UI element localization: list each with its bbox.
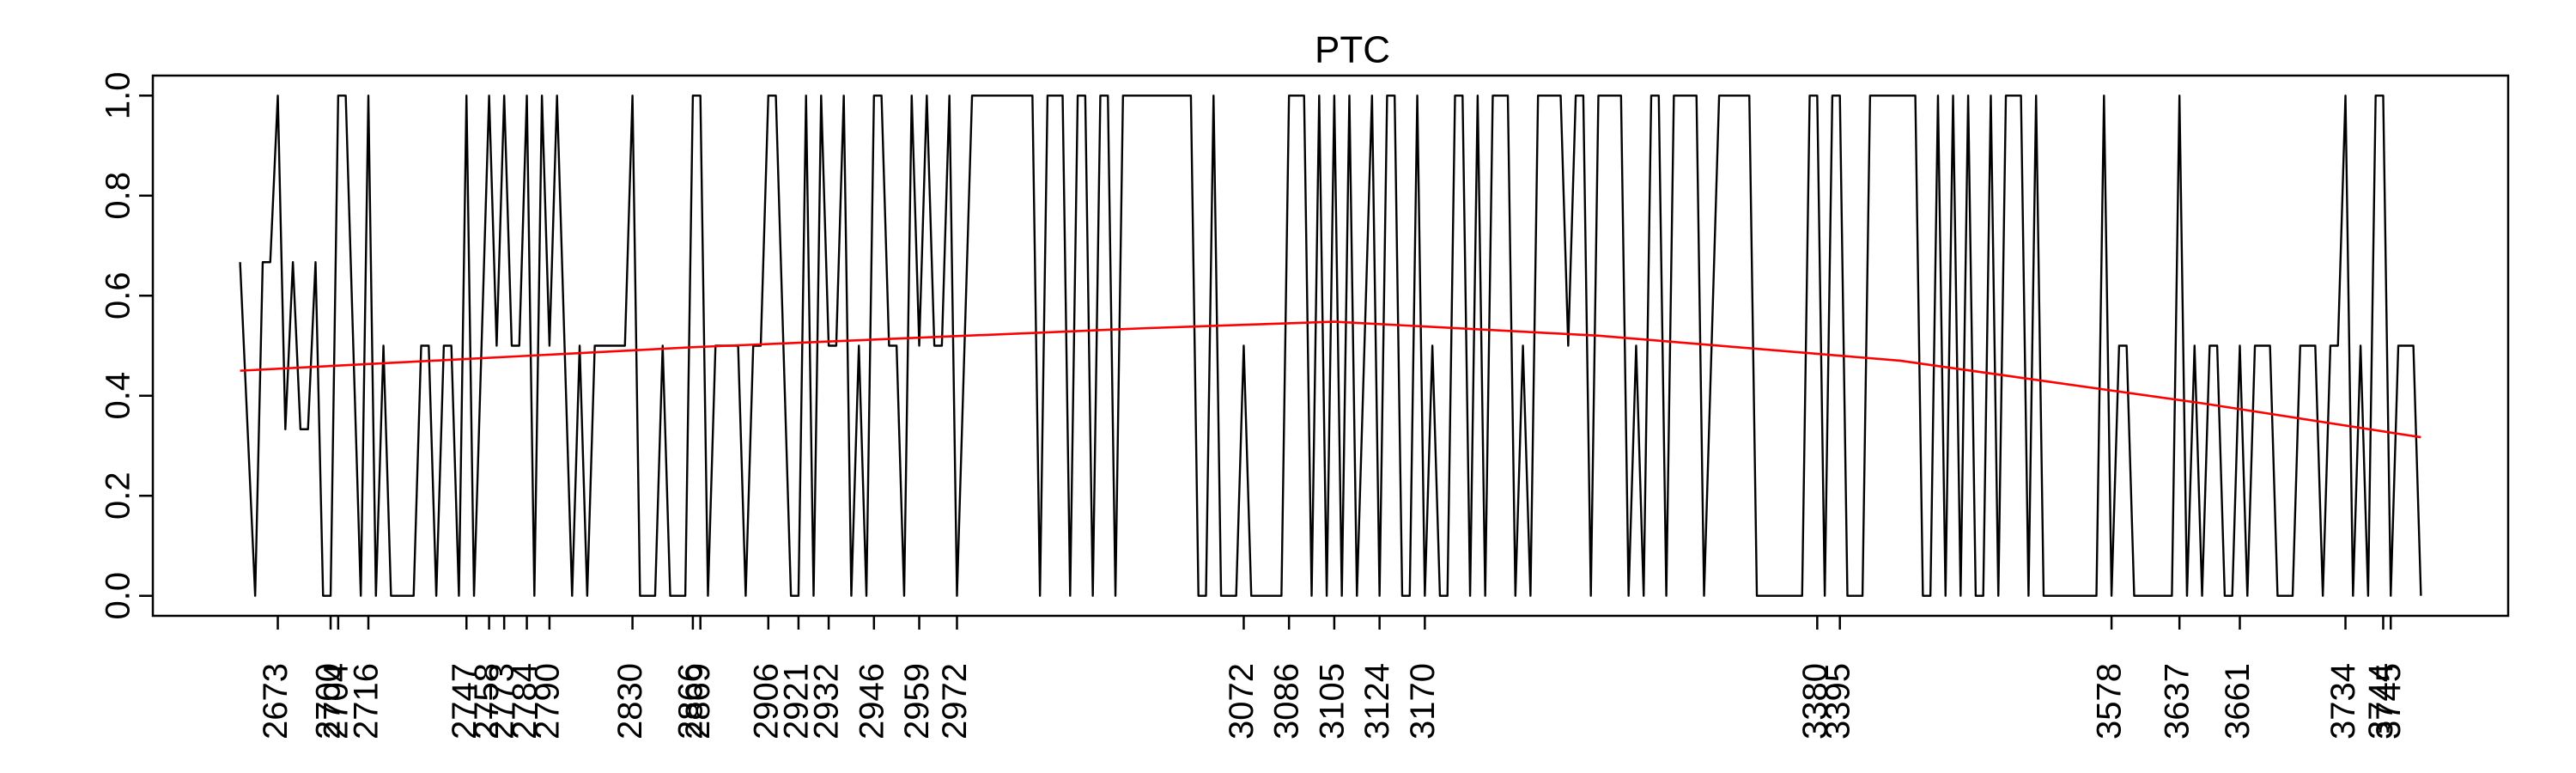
x-tick-label: 2773 [483, 663, 521, 740]
data-line [239, 94, 2422, 597]
x-tick-label: 2830 [611, 663, 649, 740]
x-tick-label: 2932 [808, 663, 846, 740]
x-tick-label: 3578 [2091, 663, 2129, 740]
x-tick-label: 3395 [1819, 663, 1856, 740]
x-tick-label: 3170 [1404, 663, 1442, 740]
trend-line [240, 320, 2421, 439]
x-tick-label: 2959 [898, 663, 936, 740]
y-tick-label: 0.2 [100, 472, 137, 520]
y-tick-label: 0.0 [100, 572, 137, 620]
x-tick-label: 2790 [528, 663, 566, 740]
y-tick-label: 0.4 [100, 372, 137, 420]
x-tick-label: 3380 [1796, 663, 1834, 740]
x-tick-label: 3637 [2159, 663, 2196, 740]
x-tick-label: 2673 [257, 663, 295, 740]
x-tick-label: 3734 [2324, 663, 2362, 740]
x-tick-label: 2906 [747, 663, 785, 740]
y-tick-label: 1.0 [100, 71, 137, 119]
y-tick-label: 0.8 [100, 172, 137, 220]
x-tick-label: 2758 [468, 663, 506, 740]
x-tick-label: 2784 [506, 663, 544, 740]
x-tick-label: 2747 [446, 663, 483, 740]
x-tick-label: 2704 [317, 663, 355, 740]
x-tick-label: 3124 [1358, 663, 1396, 740]
y-tick-label: 0.6 [100, 271, 137, 320]
x-tick-label: 3744 [2362, 663, 2400, 740]
x-tick-label: 3086 [1268, 663, 1306, 740]
x-tick-label: 3745 [2370, 663, 2408, 740]
x-tick-label: 2921 [777, 663, 815, 740]
x-tick-label: 2869 [679, 663, 717, 740]
x-tick-label: 2972 [936, 663, 974, 740]
x-tick-label: 3105 [1313, 663, 1351, 740]
x-tick-label: 3072 [1223, 663, 1261, 740]
chart-title: PTC [1315, 29, 1390, 71]
x-tick-label: 2716 [348, 663, 386, 740]
x-tick-label: 2700 [310, 663, 348, 740]
plot-frame [151, 74, 2510, 618]
x-tick-label: 2946 [853, 663, 890, 740]
x-tick-label: 3661 [2219, 663, 2257, 740]
x-tick-label: 2866 [671, 663, 709, 740]
